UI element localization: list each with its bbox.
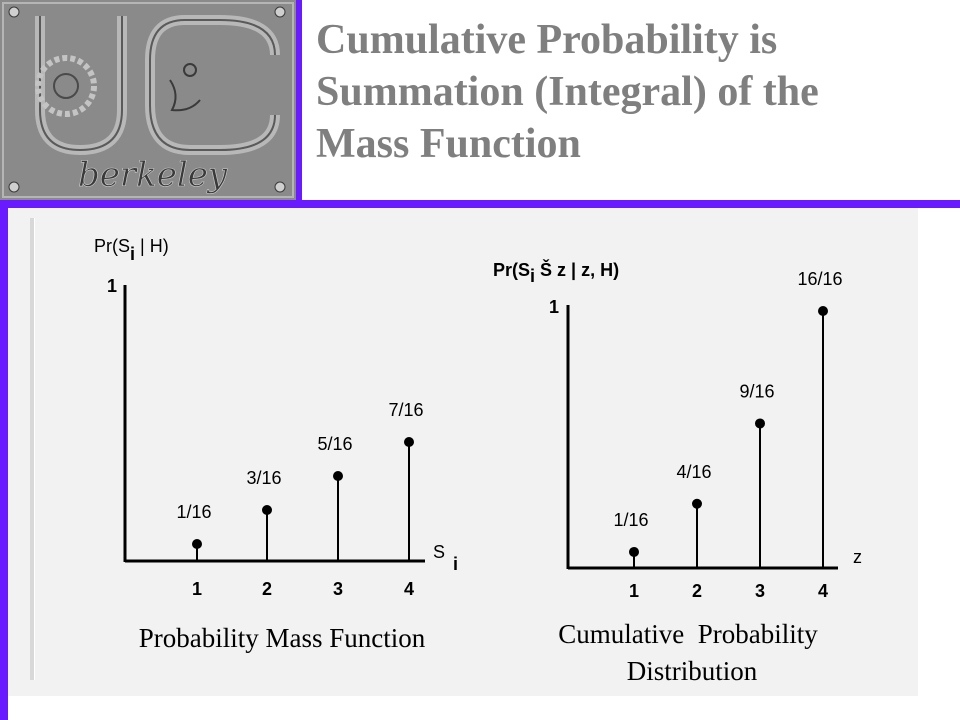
cdf-point-2 (692, 498, 702, 509)
cdf-marks: 1/16 1 4/16 2 9/16 3 16/16 4 (613, 269, 842, 601)
pmf-point-3 (333, 471, 343, 481)
pmf-point-2 (262, 505, 272, 515)
logo-artwork: berkeley (0, 0, 296, 200)
cdf-caption-line-1: Cumulative Probability (558, 619, 818, 649)
accent-bar-vertical (296, 0, 302, 208)
cdf-chart: Pr(Si Š z | z, H) 1 z 1/16 1 4/16 2 9/16 3 16/… (493, 259, 862, 686)
pmf-point-4 (404, 437, 414, 447)
cdf-point-4 (818, 306, 828, 316)
cdf-data-label-3: 9/16 (739, 381, 774, 401)
cdf-tick-label-3: 3 (755, 581, 765, 601)
cdf-ylabel: Pr(Si Š z | z, H) (493, 259, 619, 286)
screw-icon (8, 6, 286, 193)
slide-title-line-1: Cumulative Probability is (316, 17, 778, 63)
pmf-tick-label-3: 3 (333, 579, 343, 599)
pmf-data-label-3: 5/16 (317, 434, 352, 454)
pmf-caption: Probability Mass Function (139, 623, 426, 653)
cdf-point-1 (629, 546, 639, 557)
pmf-tick-label-4: 4 (404, 579, 414, 599)
pmf-tick-label-1: 1 (192, 579, 202, 599)
accent-bar-left (0, 200, 8, 720)
slide-title-line-3: Mass Function (316, 121, 581, 167)
logo-text: berkeley (78, 155, 228, 195)
cdf-tick-label-1: 1 (629, 581, 639, 601)
cdf-data-label-1: 1/16 (613, 510, 648, 530)
cdf-xlabel: z (853, 547, 862, 567)
pmf-data-label-4: 7/16 (388, 400, 423, 420)
accent-bar-horizontal (0, 200, 960, 208)
cdf-point-3 (755, 418, 765, 429)
pmf-data-label-1: 1/16 (176, 502, 211, 522)
pmf-marks: 1/16 1 3/16 2 5/16 3 7/16 4 (176, 400, 423, 599)
pmf-chart: Pr(Si | H) 1 Si 1/16 1 3/16 2 5/16 3 7/16 4 Pro… (94, 236, 458, 653)
cdf-data-label-4: 16/16 (797, 269, 842, 289)
pmf-ymax-label: 1 (107, 276, 117, 296)
cdf-data-label-2: 4/16 (676, 462, 711, 482)
slide-title: Cumulative Probability is Summation (Int… (316, 14, 936, 170)
panel-divider (30, 218, 35, 680)
cdf-tick-label-4: 4 (818, 581, 828, 601)
slide-title-line-2: Summation (Integral) of the (316, 69, 819, 115)
pmf-point-1 (192, 539, 202, 549)
uc-berkeley-logo: berkeley (0, 0, 296, 200)
pmf-ylabel: Pr(Si | H) (94, 236, 169, 264)
pmf-data-label-2: 3/16 (246, 468, 281, 488)
cdf-caption-line-2: Distribution (627, 656, 758, 686)
content-panel (8, 208, 918, 696)
cdf-tick-label-2: 2 (692, 581, 702, 601)
pmf-tick-label-2: 2 (262, 579, 272, 599)
cdf-ymax-label: 1 (549, 297, 559, 317)
pmf-xlabel: Si (433, 542, 458, 574)
